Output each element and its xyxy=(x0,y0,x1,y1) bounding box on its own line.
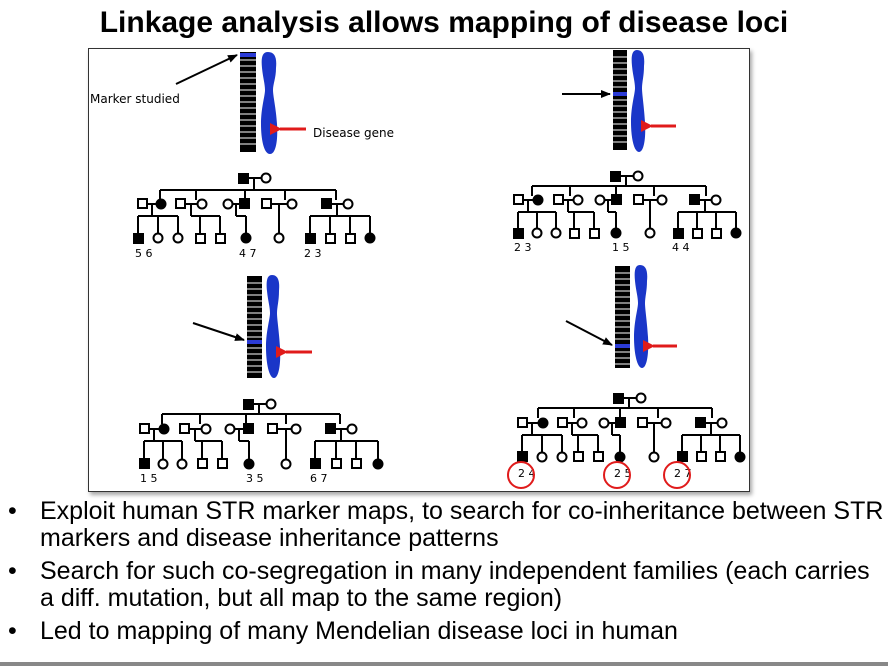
genotype-label: 2 3 xyxy=(514,241,532,254)
genotype-label: 2 5 xyxy=(614,467,632,480)
highlight-circle xyxy=(603,461,631,489)
genotype-label: 5 6 xyxy=(135,247,153,260)
bullet-dot: • xyxy=(8,617,17,645)
genotype-label: 1 5 xyxy=(612,241,630,254)
bullet-text: Exploit human STR marker maps, to search… xyxy=(40,497,884,552)
slide-title: Linkage analysis allows mapping of disea… xyxy=(99,6,789,39)
genotype-label: 2 3 xyxy=(304,247,322,260)
genotype-label: 2 4 xyxy=(518,467,536,480)
panel-1: Marker studied Disease gene xyxy=(90,52,394,260)
chromosome xyxy=(631,50,646,152)
chromosome xyxy=(634,265,649,368)
pedigree xyxy=(139,398,384,470)
highlight-circle xyxy=(663,461,691,489)
marker-studied-label: Marker studied xyxy=(90,92,180,106)
bullet-dot: • xyxy=(8,497,17,525)
marker-arrow xyxy=(192,322,245,341)
bullet-text: Search for such co-segregation in many i… xyxy=(40,557,870,612)
pedigree xyxy=(517,392,746,463)
bullet-list: • Exploit human STR marker maps, to sear… xyxy=(0,498,888,651)
genotype-label: 4 7 xyxy=(239,247,257,260)
genotype-label: 1 5 xyxy=(140,472,158,485)
marker-arrow xyxy=(175,54,238,85)
genotype-label: 3 5 xyxy=(246,472,264,485)
genotype-label: 4 4 xyxy=(672,241,690,254)
bullet-text: Led to mapping of many Mendelian disease… xyxy=(40,617,678,645)
marker-ladder xyxy=(613,50,627,150)
bullet-dot: • xyxy=(8,557,17,585)
marker-arrow xyxy=(565,320,613,346)
bullet-item: • Led to mapping of many Mendelian disea… xyxy=(0,618,888,645)
highlight-circle xyxy=(507,461,535,489)
marker-ladder xyxy=(247,276,262,378)
chromosome xyxy=(261,52,278,154)
bottom-divider xyxy=(0,662,888,666)
panel-4: 2 4 2 5 2 7 xyxy=(507,265,746,489)
genotype-label: 6 7 xyxy=(310,472,328,485)
bullet-item: • Exploit human STR marker maps, to sear… xyxy=(0,498,888,552)
panel-3: 1 5 3 5 6 7 xyxy=(139,275,384,485)
pedigree xyxy=(133,172,376,244)
panel-2: 2 3 1 5 4 4 xyxy=(513,50,742,254)
pedigree xyxy=(513,170,742,239)
chromosome xyxy=(266,275,281,378)
marker-ladder xyxy=(615,266,630,368)
disease-gene-label: Disease gene xyxy=(313,126,394,140)
marker-ladder xyxy=(240,52,256,152)
bullet-item: • Search for such co-segregation in many… xyxy=(0,558,888,612)
genotype-label: 2 7 xyxy=(674,467,692,480)
